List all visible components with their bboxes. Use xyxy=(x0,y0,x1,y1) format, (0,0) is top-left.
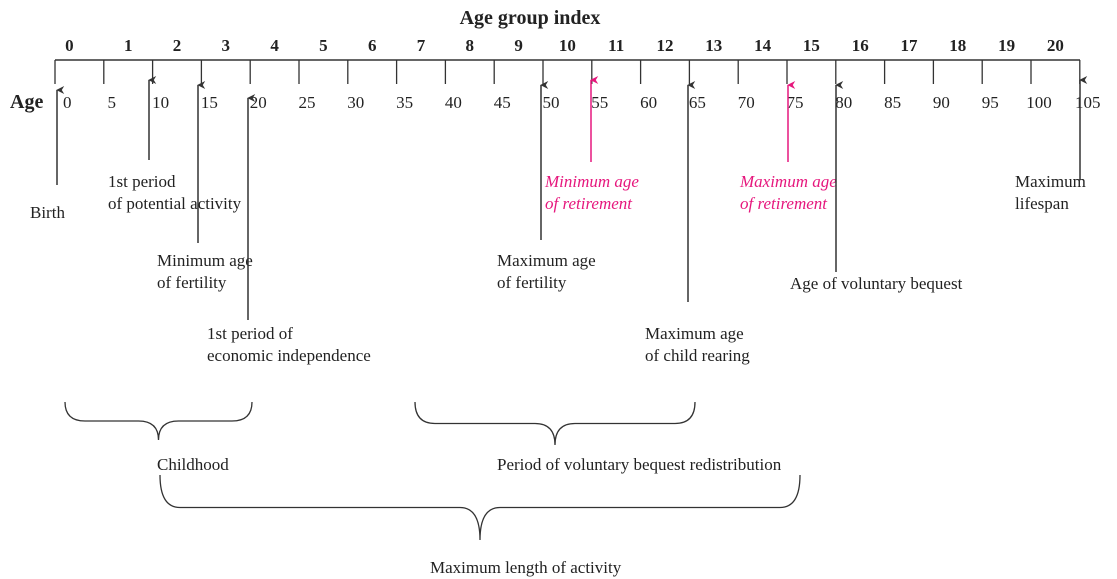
annotation-label: of retirement xyxy=(740,194,828,213)
annotation-label: Maximum age xyxy=(645,324,744,343)
age-label: 45 xyxy=(494,93,511,112)
age-label: 25 xyxy=(299,93,316,112)
index-label: 4 xyxy=(270,36,279,55)
age-label: 50 xyxy=(543,93,560,112)
age-label: 95 xyxy=(982,93,999,112)
index-label: 14 xyxy=(754,36,772,55)
age-label: 30 xyxy=(347,93,364,112)
age-label: 0 xyxy=(63,93,72,112)
brace-label: Period of voluntary bequest redistributi… xyxy=(497,455,782,474)
index-label: 13 xyxy=(705,36,722,55)
annotation-label: Age of voluntary bequest xyxy=(790,274,963,293)
annotation-label: Maximum xyxy=(1015,172,1086,191)
annotation-label: 1st period xyxy=(108,172,176,191)
index-label: 7 xyxy=(417,36,426,55)
brace-label: Childhood xyxy=(157,455,229,474)
index-label: 6 xyxy=(368,36,377,55)
index-label: 5 xyxy=(319,36,328,55)
index-label: 8 xyxy=(466,36,475,55)
brace xyxy=(64,401,253,441)
age-label: 10 xyxy=(152,93,169,112)
age-label: 70 xyxy=(738,93,755,112)
index-label: 16 xyxy=(852,36,869,55)
annotation-label: 1st period of xyxy=(207,324,293,343)
annotation-label: of fertility xyxy=(157,273,227,292)
annotation-label: lifespan xyxy=(1015,194,1069,213)
age-label: 5 xyxy=(108,93,117,112)
annotation-label: Minimum age xyxy=(157,251,253,270)
age-label: 105 xyxy=(1075,93,1101,112)
annotation-label: Minimum age xyxy=(544,172,639,191)
index-label: 3 xyxy=(222,36,231,55)
annotation-label: Maximum age xyxy=(739,172,837,191)
age-label: 55 xyxy=(591,93,608,112)
age-label: 65 xyxy=(689,93,706,112)
annotation-label: Maximum age xyxy=(497,251,596,270)
index-label: 0 xyxy=(65,36,74,55)
age-label: 90 xyxy=(933,93,950,112)
annotation-label: of retirement xyxy=(545,194,633,213)
annotation-label: Birth xyxy=(30,203,65,222)
annotation-label: of child rearing xyxy=(645,346,750,365)
annotation-label: economic independence xyxy=(207,346,371,365)
age-label: 20 xyxy=(250,93,267,112)
title: Age group index xyxy=(460,7,601,29)
index-label: 9 xyxy=(514,36,523,55)
index-label: 1 xyxy=(124,36,133,55)
index-label: 17 xyxy=(901,36,919,55)
annotation-label: of potential activity xyxy=(108,194,242,213)
age-label: 60 xyxy=(640,93,657,112)
index-label: 11 xyxy=(608,36,624,55)
age-label: 100 xyxy=(1026,93,1052,112)
age-label: 75 xyxy=(787,93,804,112)
annotation-label: of fertility xyxy=(497,273,567,292)
brace xyxy=(159,474,801,541)
age-label: 40 xyxy=(445,93,462,112)
index-label: 18 xyxy=(949,36,966,55)
age-label: 15 xyxy=(201,93,218,112)
index-label: 2 xyxy=(173,36,182,55)
age-label: 80 xyxy=(835,93,852,112)
age-label: 35 xyxy=(396,93,413,112)
brace xyxy=(414,401,696,446)
index-label: 10 xyxy=(559,36,576,55)
index-label: 12 xyxy=(657,36,674,55)
brace-label: Maximum length of activity xyxy=(430,558,622,577)
axis-label: Age xyxy=(10,91,43,113)
index-label: 19 xyxy=(998,36,1015,55)
index-label: 20 xyxy=(1047,36,1064,55)
index-label: 15 xyxy=(803,36,820,55)
age-label: 85 xyxy=(884,93,901,112)
